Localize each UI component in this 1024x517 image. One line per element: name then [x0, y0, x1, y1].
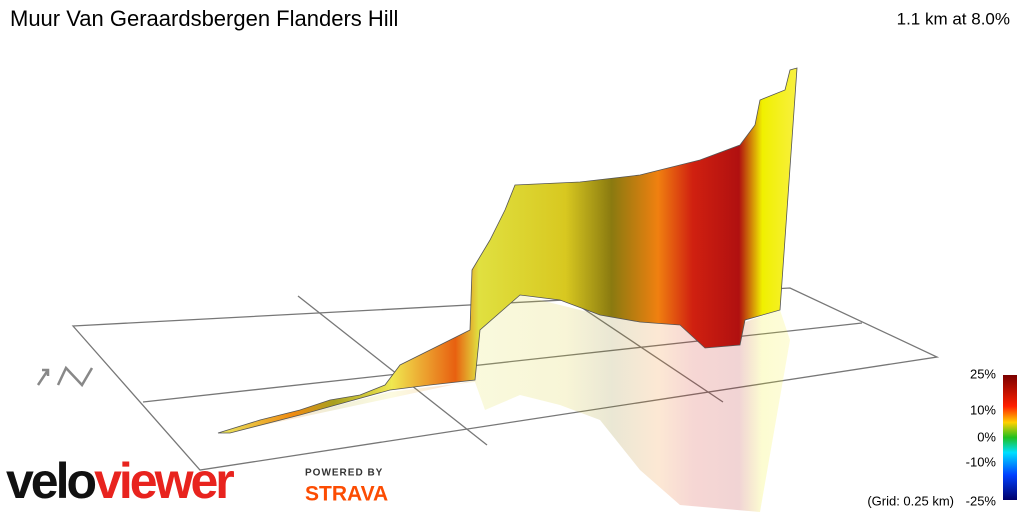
stats: 1.1 km at 8.0%	[897, 9, 1010, 28]
grid-line	[297, 295, 488, 446]
scale-label: -25%	[966, 493, 997, 508]
logo-viewer: viewer	[94, 453, 234, 509]
title: Muur Van Geraardsbergen Flanders Hill	[10, 6, 398, 31]
grid-outline	[71, 287, 940, 471]
logo: veloviewer	[6, 453, 234, 509]
strava: STRAVA	[305, 483, 388, 506]
scale-label: 0%	[977, 429, 996, 444]
north-arrow	[36, 365, 94, 388]
scale-label: 25%	[970, 366, 996, 381]
logo-velo: velo	[6, 453, 96, 509]
color-scale	[1003, 375, 1017, 500]
reflection	[218, 295, 790, 512]
grid-note: (Grid: 0.25 km)	[867, 493, 954, 508]
elevation-ribbon	[217, 67, 798, 434]
scale-label: -10%	[966, 454, 997, 469]
scale-label: 10%	[970, 402, 996, 417]
powered-by: POWERED BY	[305, 468, 383, 479]
